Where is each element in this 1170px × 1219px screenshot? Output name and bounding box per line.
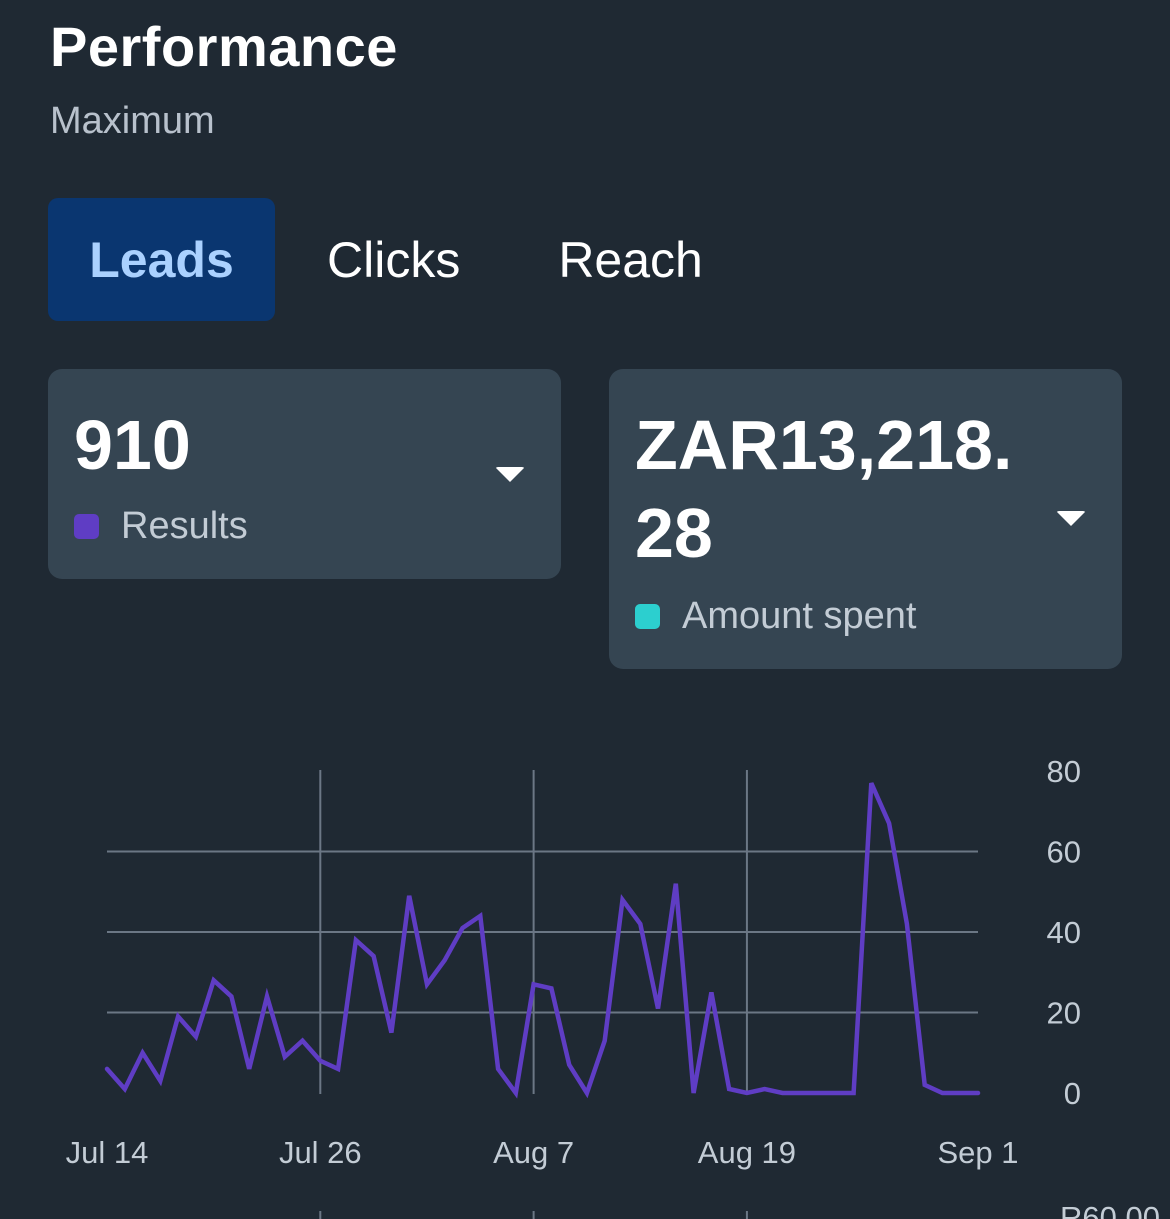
results-metric-card[interactable]: 910 Results — [48, 369, 561, 579]
results-series-line — [104, 782, 981, 1099]
chevron-down-icon[interactable] — [1056, 511, 1086, 526]
page-title: Performance — [50, 15, 398, 78]
amount-spent-metric-card[interactable]: ZAR13,218. 28 Amount spent — [609, 369, 1122, 669]
amount-spent-value-line1: ZAR13,218. — [635, 406, 1013, 484]
x-tick-label: Jul 26 — [279, 1135, 362, 1170]
metric-tabs: Leads Clicks Reach — [48, 198, 749, 321]
amount-spent-legend: Amount spent — [635, 595, 916, 638]
page-subtitle: Maximum — [50, 100, 215, 142]
amount-spent-color-swatch — [635, 604, 660, 629]
amount-spent-label: Amount spent — [682, 595, 917, 637]
y-tick-label: 0 — [1064, 1076, 1081, 1111]
y-tick-label: 40 — [1047, 915, 1081, 950]
x-tick-label: Jul 14 — [66, 1135, 149, 1170]
y-tick-label: 80 — [1047, 754, 1081, 789]
tab-reach[interactable]: Reach — [558, 231, 703, 288]
x-tick-label: Aug 7 — [493, 1135, 574, 1170]
x-tick-label: Sep 1 — [937, 1135, 1018, 1170]
amount-spent-value-line2: 28 — [635, 494, 713, 572]
y-tick-label: 60 — [1047, 835, 1081, 870]
results-color-swatch — [74, 514, 99, 539]
results-label: Results — [121, 505, 248, 547]
y-tick-label: 20 — [1047, 996, 1081, 1031]
x-tick-label: Aug 19 — [698, 1135, 796, 1170]
results-value: 910 — [74, 406, 191, 484]
tab-leads[interactable]: Leads — [48, 198, 275, 321]
amount-spent-value: ZAR13,218. 28 — [635, 401, 1012, 577]
results-line-chart: 0 20 40 60 80 Jul 14 Jul 26 Aug 7 Aug 19 Sep 1 R60… — [66, 754, 1160, 1219]
chevron-down-icon[interactable] — [495, 467, 525, 482]
results-legend: Results — [74, 505, 248, 548]
secondary-axis-label: R60.00 — [1060, 1200, 1160, 1219]
tab-clicks[interactable]: Clicks — [327, 231, 461, 288]
